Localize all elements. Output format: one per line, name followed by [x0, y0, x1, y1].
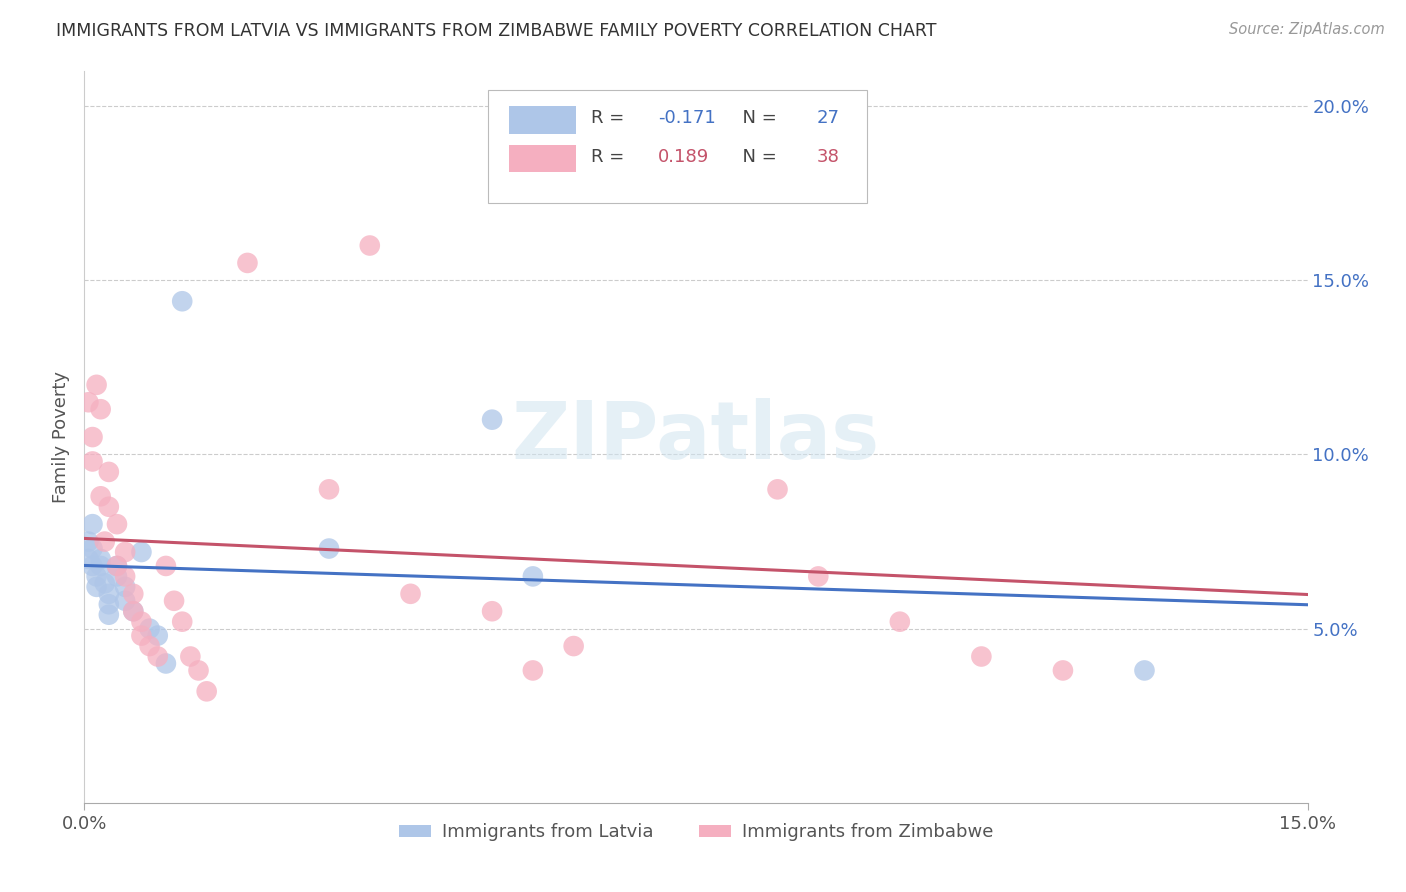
- Point: [105, 569, 128, 583]
- Point: [90, 489, 112, 503]
- Point: [97, 587, 120, 601]
- Text: R =: R =: [591, 148, 630, 166]
- Point: [82, 430, 104, 444]
- Point: [163, 594, 186, 608]
- Point: [131, 545, 153, 559]
- Point: [138, 639, 160, 653]
- Point: [766, 483, 789, 497]
- Point: [93, 576, 115, 591]
- Point: [90, 552, 112, 566]
- Point: [122, 604, 145, 618]
- Point: [93, 534, 115, 549]
- Point: [195, 684, 218, 698]
- Text: N =: N =: [731, 148, 783, 166]
- Point: [187, 664, 209, 678]
- Point: [889, 615, 911, 629]
- Point: [82, 517, 104, 532]
- Point: [97, 607, 120, 622]
- Point: [155, 657, 177, 671]
- Text: ZIPatlas: ZIPatlas: [512, 398, 880, 476]
- Point: [122, 604, 145, 618]
- Point: [77, 534, 100, 549]
- Point: [399, 587, 422, 601]
- Point: [86, 377, 108, 392]
- Text: R =: R =: [591, 109, 630, 128]
- Point: [146, 649, 169, 664]
- Point: [82, 558, 104, 573]
- Point: [138, 622, 160, 636]
- Legend: Immigrants from Latvia, Immigrants from Zimbabwe: Immigrants from Latvia, Immigrants from …: [391, 816, 1001, 848]
- Point: [522, 664, 544, 678]
- Y-axis label: Family Poverty: Family Poverty: [52, 371, 70, 503]
- Point: [97, 500, 120, 514]
- Text: -0.171: -0.171: [658, 109, 716, 128]
- Text: IMMIGRANTS FROM LATVIA VS IMMIGRANTS FROM ZIMBABWE FAMILY POVERTY CORRELATION CH: IMMIGRANTS FROM LATVIA VS IMMIGRANTS FRO…: [56, 22, 936, 40]
- Point: [97, 465, 120, 479]
- Point: [105, 517, 128, 532]
- Point: [90, 558, 112, 573]
- Text: Source: ZipAtlas.com: Source: ZipAtlas.com: [1229, 22, 1385, 37]
- Point: [146, 629, 169, 643]
- FancyBboxPatch shape: [488, 90, 868, 203]
- Point: [77, 395, 100, 409]
- Point: [172, 294, 194, 309]
- Point: [318, 483, 340, 497]
- Text: 27: 27: [817, 109, 839, 128]
- Point: [131, 629, 153, 643]
- Point: [90, 402, 112, 417]
- Point: [131, 615, 153, 629]
- Point: [359, 238, 381, 252]
- Point: [179, 649, 201, 664]
- Point: [236, 256, 259, 270]
- Text: 0.189: 0.189: [658, 148, 709, 166]
- FancyBboxPatch shape: [509, 145, 576, 172]
- Point: [105, 558, 128, 573]
- Point: [122, 587, 145, 601]
- Text: N =: N =: [731, 109, 783, 128]
- Point: [86, 569, 108, 583]
- Point: [114, 580, 136, 594]
- FancyBboxPatch shape: [509, 106, 576, 134]
- Point: [1337, 430, 1360, 444]
- Point: [1052, 664, 1074, 678]
- Point: [481, 412, 503, 426]
- Point: [105, 558, 128, 573]
- Point: [1133, 664, 1156, 678]
- Point: [172, 615, 194, 629]
- Point: [970, 649, 993, 664]
- Point: [77, 552, 100, 566]
- Point: [155, 558, 177, 573]
- Point: [562, 639, 585, 653]
- Point: [97, 597, 120, 611]
- Point: [522, 569, 544, 583]
- Text: 38: 38: [817, 148, 839, 166]
- Point: [86, 580, 108, 594]
- Point: [82, 541, 104, 556]
- Point: [114, 569, 136, 583]
- Point: [807, 569, 830, 583]
- Point: [318, 541, 340, 556]
- Point: [114, 594, 136, 608]
- Point: [481, 604, 503, 618]
- Point: [82, 454, 104, 468]
- Point: [114, 545, 136, 559]
